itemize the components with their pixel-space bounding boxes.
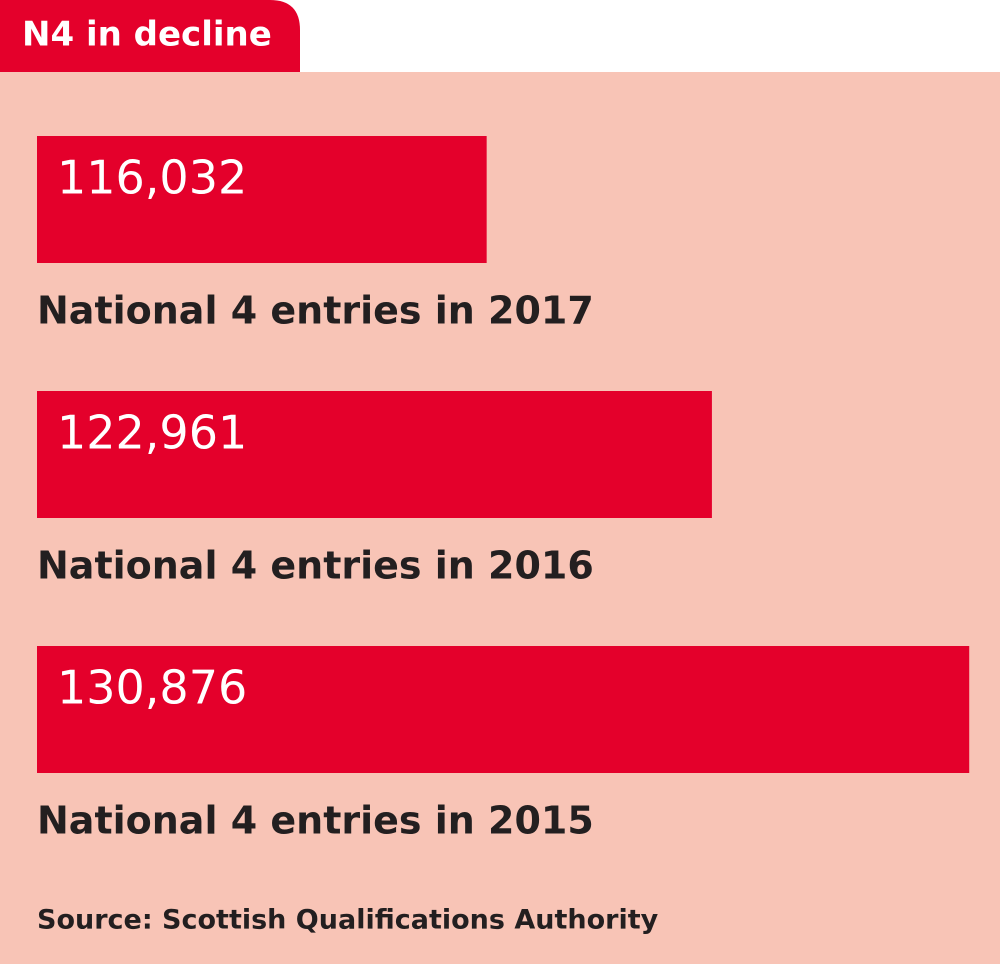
chart-title: N4 in decline xyxy=(22,15,272,55)
bar xyxy=(37,136,487,263)
bar xyxy=(37,646,970,773)
value-label: 116,032 xyxy=(57,151,247,205)
bar xyxy=(37,391,712,518)
category-label: National 4 entries in 2015 xyxy=(37,799,594,843)
value-label: 122,961 xyxy=(57,406,247,460)
title-tab xyxy=(0,0,300,72)
category-label: National 4 entries in 2017 xyxy=(37,289,594,333)
source-note: Source: Scottish Qualifications Authorit… xyxy=(37,905,659,936)
value-label: 130,876 xyxy=(57,661,247,715)
category-label: National 4 entries in 2016 xyxy=(37,544,594,588)
